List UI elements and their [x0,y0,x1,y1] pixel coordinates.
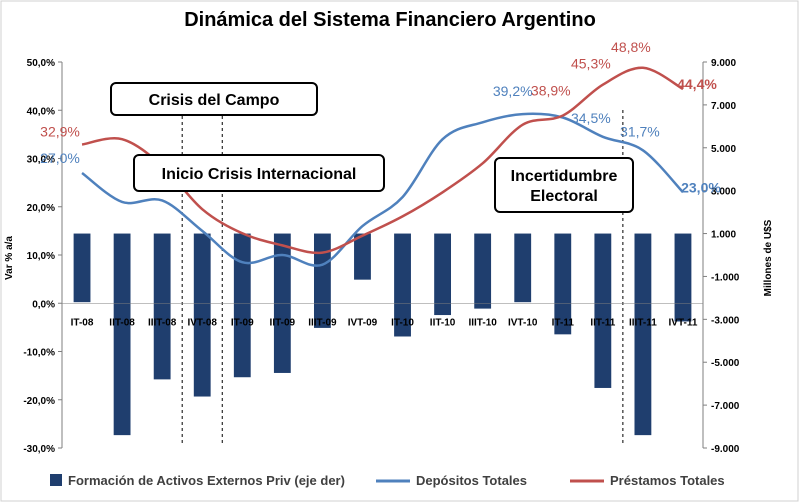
annotations: Crisis del Campo Inicio Crisis Internacio… [110,82,634,213]
right-tick-label: -9.000 [711,444,740,455]
data-label: 32,9% [40,124,80,140]
x-tick-label: IT-11 [552,317,575,328]
x-tick-label: IIT-09 [270,317,296,328]
x-tick-label: IIIT-11 [629,317,657,328]
left-tick-label: 30,0% [27,155,55,166]
legend-item: Formación de Activos Externos Priv (eje … [50,473,345,488]
bar [674,233,692,322]
bar [474,233,492,309]
x-tick-label: IIIT-10 [468,317,497,328]
data-label: 39,2% [493,83,533,99]
left-tick-label: 20,0% [27,203,55,214]
legend-label: Formación de Activos Externos Priv (eje … [68,473,345,488]
data-label: 23,0% [681,179,721,195]
x-tick-label: IIT-11 [590,317,615,328]
left-tick-label: 40,0% [27,106,55,117]
legend-swatch [50,474,62,486]
legend-item: Depósitos Totales [376,473,527,488]
x-tick-label: IIIT-09 [308,317,337,328]
right-tick-label: -7.000 [711,401,740,412]
annotation-box: Crisis del Campo [110,82,318,116]
chart-title: Dinámica del Sistema Financiero Argentin… [184,9,596,31]
x-tick-label: IVT-11 [669,317,698,328]
right-tick-label: 7.000 [711,101,736,112]
x-tick-label: IVT-08 [187,317,217,328]
right-axis-label: Millones de U$S [763,219,774,296]
bar [594,233,612,388]
x-tick-label: IIIT-08 [148,317,177,328]
left-tick-label: 50,0% [27,58,55,69]
annotation-box: Inicio Crisis Internacional [133,154,385,192]
bar [634,233,652,436]
right-y-axis: 9.000 7.000 5.000 3.000 1.000 -1.000 -3.000 -5.… [702,58,740,455]
data-label: 44,4% [677,76,717,92]
bar [394,233,411,337]
data-label: 27,0% [40,150,80,166]
legend-label: Depósitos Totales [416,473,527,488]
left-axis-label: Var % a/a [4,236,15,280]
x-tick-label: IT-10 [391,317,414,328]
right-tick-label: -3.000 [711,315,740,326]
bar [354,233,371,280]
x-tick-label: IIT-10 [430,317,456,328]
x-axis-ticks: IT-08 IIT-08 IIIT-08 IVT-08 IT-09 IIT-09 IIIT-… [62,302,703,328]
right-tick-label: 9.000 [711,58,736,69]
annotation-text: Inicio Crisis Internacional [162,166,357,183]
legend-label: Préstamos Totales [610,473,725,488]
annotation-frame [494,157,634,213]
data-label: 34,5% [571,110,611,126]
data-label: 45,3% [571,56,611,72]
annotation-frame [133,154,385,192]
bar [113,233,131,436]
right-tick-label: 5.000 [711,144,736,155]
data-label: 48,8% [611,39,651,55]
x-tick-label: IIT-08 [109,317,135,328]
left-tick-label: 0,0% [32,299,55,310]
bar [313,233,331,328]
right-tick-label: 3.000 [711,187,736,198]
bar [554,233,572,335]
right-tick-label: -1.000 [711,272,740,283]
legend-item: Préstamos Totales [570,473,725,488]
left-tick-label: -30,0% [23,444,55,455]
bar [193,233,211,397]
bar [153,233,171,380]
legend: Formación de Activos Externos Priv (eje … [50,473,725,488]
depositos-line [81,112,684,267]
x-tick-label: IT-09 [231,317,254,328]
annotation-frame [110,82,318,116]
bar [434,233,452,316]
bar [233,233,251,378]
annotation-text: Electoral [530,188,598,205]
bar [514,233,532,303]
x-tick-label: IVT-10 [508,317,538,328]
annotation-text: Crisis del Campo [149,92,280,109]
data-labels: 32,9% 27,0% 39,2% 34,5%38,9%45,3%48,8% 31,7%… [40,39,721,195]
right-tick-label: 1.000 [711,230,736,241]
right-tick-label: -5.000 [711,358,740,369]
annotation-text: Incertidumbre [511,168,618,185]
left-tick-label: -10,0% [23,348,55,359]
data-label: 31,7% [620,123,660,139]
bar [73,233,91,303]
x-tick-label: IVT-09 [348,317,378,328]
bar-series [73,233,692,436]
annotation-box: Incertidumbre Electoral [494,157,634,213]
left-y-axis: 50,0% 40,0% 30,0% 20,0% 10,0% 0,0% -10,0% -20,0… [23,58,63,455]
x-tick-label: IT-08 [71,317,94,328]
left-tick-label: 10,0% [27,251,55,262]
left-tick-label: -20,0% [23,396,55,407]
data-label: 38,9% [531,83,571,99]
